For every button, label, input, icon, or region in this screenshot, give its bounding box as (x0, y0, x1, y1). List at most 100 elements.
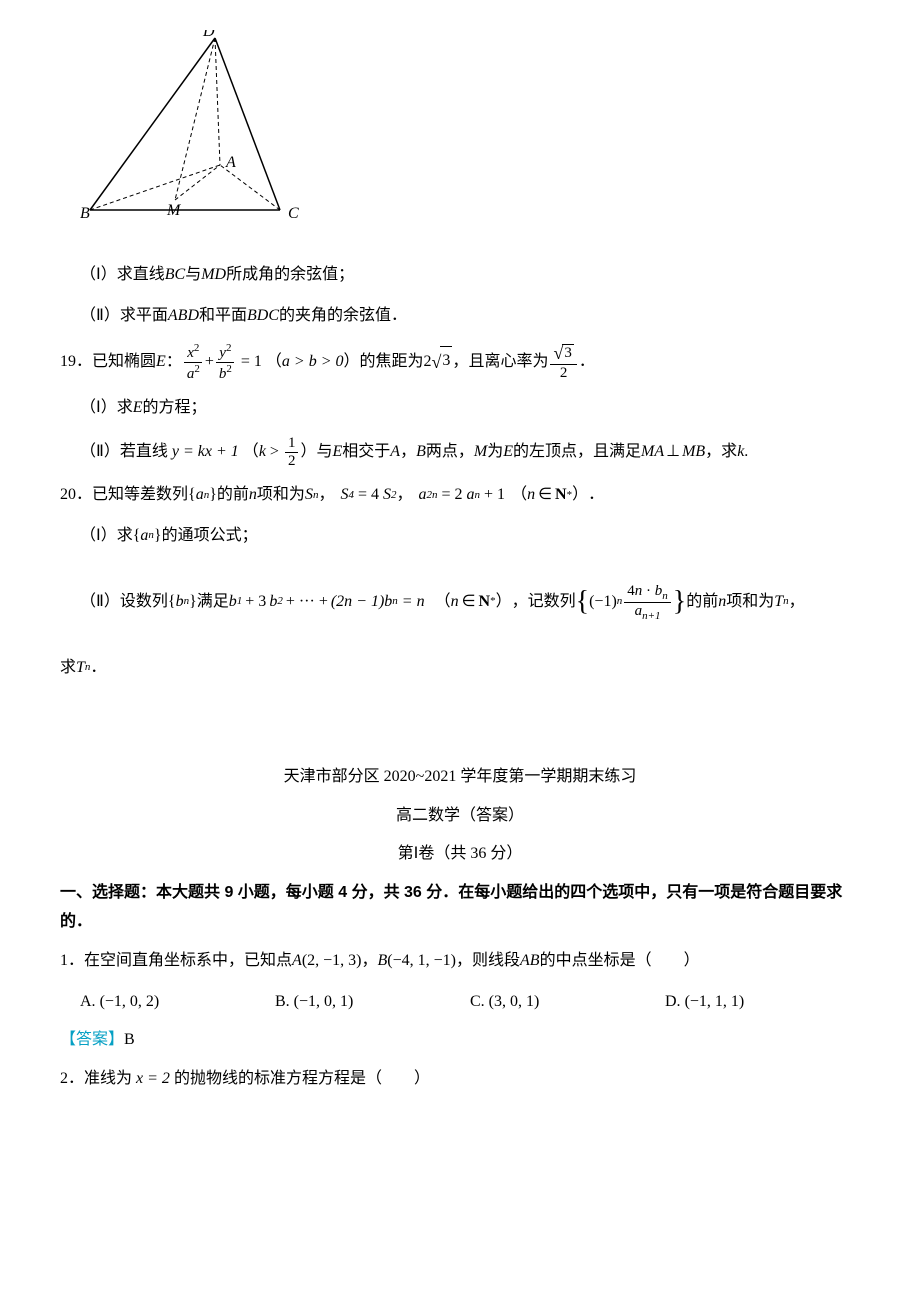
q20-part3: 求 Tn ． (60, 654, 860, 683)
half-num: 1 (285, 435, 299, 453)
q20-p3-period: ． (90, 654, 106, 683)
pown: n (617, 592, 623, 612)
optD-label: D. (665, 993, 685, 1010)
q19-p2-mid2: 相交于 (342, 438, 390, 467)
q20-N: N (555, 481, 567, 510)
q20-p1-prefix: （Ⅰ）求 (80, 522, 133, 551)
q19-p2-E: E (332, 438, 342, 467)
q20-p2-mid1: 满足 (197, 588, 229, 617)
q20-co: （ (511, 481, 527, 510)
q20-dots: + ··· + (286, 588, 328, 617)
q19-stem: 19． 已知椭圆 E ： x2 a2 + y2 b2 = 1 （ a > b >… (60, 342, 860, 382)
q19-kc-open: （ (243, 438, 259, 467)
aq2-num: 2． (60, 1065, 84, 1094)
q20-nin: n (527, 481, 535, 510)
frac2-num: y (219, 345, 226, 361)
aq1-mid: ，则线段 (456, 947, 520, 976)
ans-q1-answer: 【答案】B (60, 1026, 860, 1055)
ans-label: 【答案】 (60, 1031, 124, 1048)
q19-p2-suffix: ，求 (705, 438, 737, 467)
optA: A. (−1, 0, 2) (80, 988, 275, 1017)
q20-num: 20． (60, 481, 92, 510)
q19-cond-close: ） (344, 348, 360, 377)
answer-subtitle1: 高二数学（答案） (60, 802, 860, 831)
q19-half: 1 2 (285, 435, 299, 469)
q20-bn2: b (384, 588, 392, 617)
q20-Sn: S (305, 481, 313, 510)
b1sub: 1 (237, 592, 243, 612)
answer-subtitle2: 第Ⅰ卷（共 36 分） (60, 840, 860, 869)
q20-eq2: = 2 (442, 481, 463, 510)
q20-stem: 20． 已知等差数列 {an} 的前 n 项和为 Sn ， S4 = 4 S2 … (60, 481, 860, 510)
q20-prefix: 已知等差数列 (92, 481, 188, 510)
q19-p2-mid3: 两点， (426, 438, 474, 467)
fden-a: a (635, 603, 643, 619)
ans-val: B (124, 1031, 135, 1048)
s4-sub: 4 (348, 486, 354, 506)
svg-text:M: M (166, 202, 182, 219)
an2-sub: n (475, 486, 481, 506)
q18-p2-prefix: （Ⅱ）求平面 (80, 302, 168, 331)
q19-MA: MA (641, 438, 664, 467)
q20-p1-suffix: 的通项公式； (162, 522, 258, 551)
p1-an: a (140, 522, 148, 551)
q19-p2-prefix: （Ⅱ）若直线 (80, 438, 168, 467)
q20-p2-c: ， (789, 588, 805, 617)
fnum-bsub: n (662, 590, 668, 602)
q20-cc: ） (572, 481, 588, 510)
q20-an2: a (467, 481, 475, 510)
q20-eqn: = n (402, 588, 425, 617)
q20-coef: (2n − 1) (331, 588, 384, 617)
q20-S2: S (383, 481, 391, 510)
q19-p2-mid1: 与 (316, 438, 332, 467)
q20-p1-an: {an} (133, 522, 162, 551)
q19-part1: （Ⅰ）求 E 的方程； (80, 394, 860, 423)
q19-p1-prefix: （Ⅰ）求 (80, 394, 133, 423)
q19-perp: ⊥ (666, 438, 680, 467)
optD: D. (−1, 1, 1) (665, 988, 860, 1017)
q19-p1-suffix: 的方程； (143, 394, 207, 423)
q19-ecc: √3 2 (550, 344, 576, 381)
q19-plus: + (205, 348, 214, 377)
optB-label: B. (275, 993, 294, 1010)
q20-bn-set: {bn} (168, 588, 197, 617)
q18-p1-mid: 与 (185, 261, 201, 290)
aq1-AB: AB (520, 947, 540, 976)
aq1-A: A (292, 947, 302, 976)
q20-Tn: T (774, 588, 783, 617)
frac1-num: x (187, 345, 194, 361)
q19-period: ． (579, 348, 595, 377)
sqrt3b-val: 3 (562, 344, 574, 362)
q20-part2: （Ⅱ）设数列 {bn} 满足 b1 + 3 b2 + ··· + (2n − 1… (80, 583, 860, 622)
q20-p3-prefix: 求 (60, 654, 76, 683)
answer-title: 天津市部分区 2020~2021 学年度第一学期期末练习 (60, 763, 860, 792)
aq2-suffix: 的抛物线的标准方程方程是（ ） (174, 1065, 430, 1094)
q19-frac2: y2 b2 (216, 342, 235, 382)
q19-E: E (156, 348, 166, 377)
ans-q2-stem: 2． 准线为 x = 2 的抛物线的标准方程方程是（ ） (60, 1065, 860, 1094)
q19-p2-end: . (744, 438, 748, 467)
q19-kc-close: ） (300, 438, 316, 467)
optB: B. (−1, 0, 1) (275, 988, 470, 1017)
q18-part2: （Ⅱ）求平面 ABD 和平面 BDC 的夹角的余弦值． (80, 302, 860, 331)
q19-sqrt3: √3 (432, 346, 453, 378)
q18-p2-mid: 和平面 (199, 302, 247, 331)
q19-prefix: 已知椭圆 (92, 348, 156, 377)
spacer-2 (60, 634, 860, 654)
ecc-den: 2 (557, 365, 571, 382)
q20-c1: ， (318, 481, 334, 510)
b2sub: 2 (277, 592, 283, 612)
q19-line-eq: y = kx + 1 (172, 438, 239, 467)
q19-p2-A: A (390, 438, 400, 467)
q19-num: 19． (60, 348, 92, 377)
q20-period: ． (588, 481, 604, 510)
q18-p1-suffix: 所成角的余弦值； (226, 261, 354, 290)
q20-mid1: 的前 (217, 481, 249, 510)
aq1-suffix: 的中点坐标是（ ） (540, 947, 700, 976)
q20-c2: ， (396, 481, 412, 510)
bn-var: b (176, 588, 184, 617)
an-var: a (196, 481, 204, 510)
aq2-prefix: 准线为 (84, 1065, 132, 1094)
q19-frac1: x2 a2 (184, 342, 203, 382)
q20-in2: ∈ (462, 588, 476, 617)
